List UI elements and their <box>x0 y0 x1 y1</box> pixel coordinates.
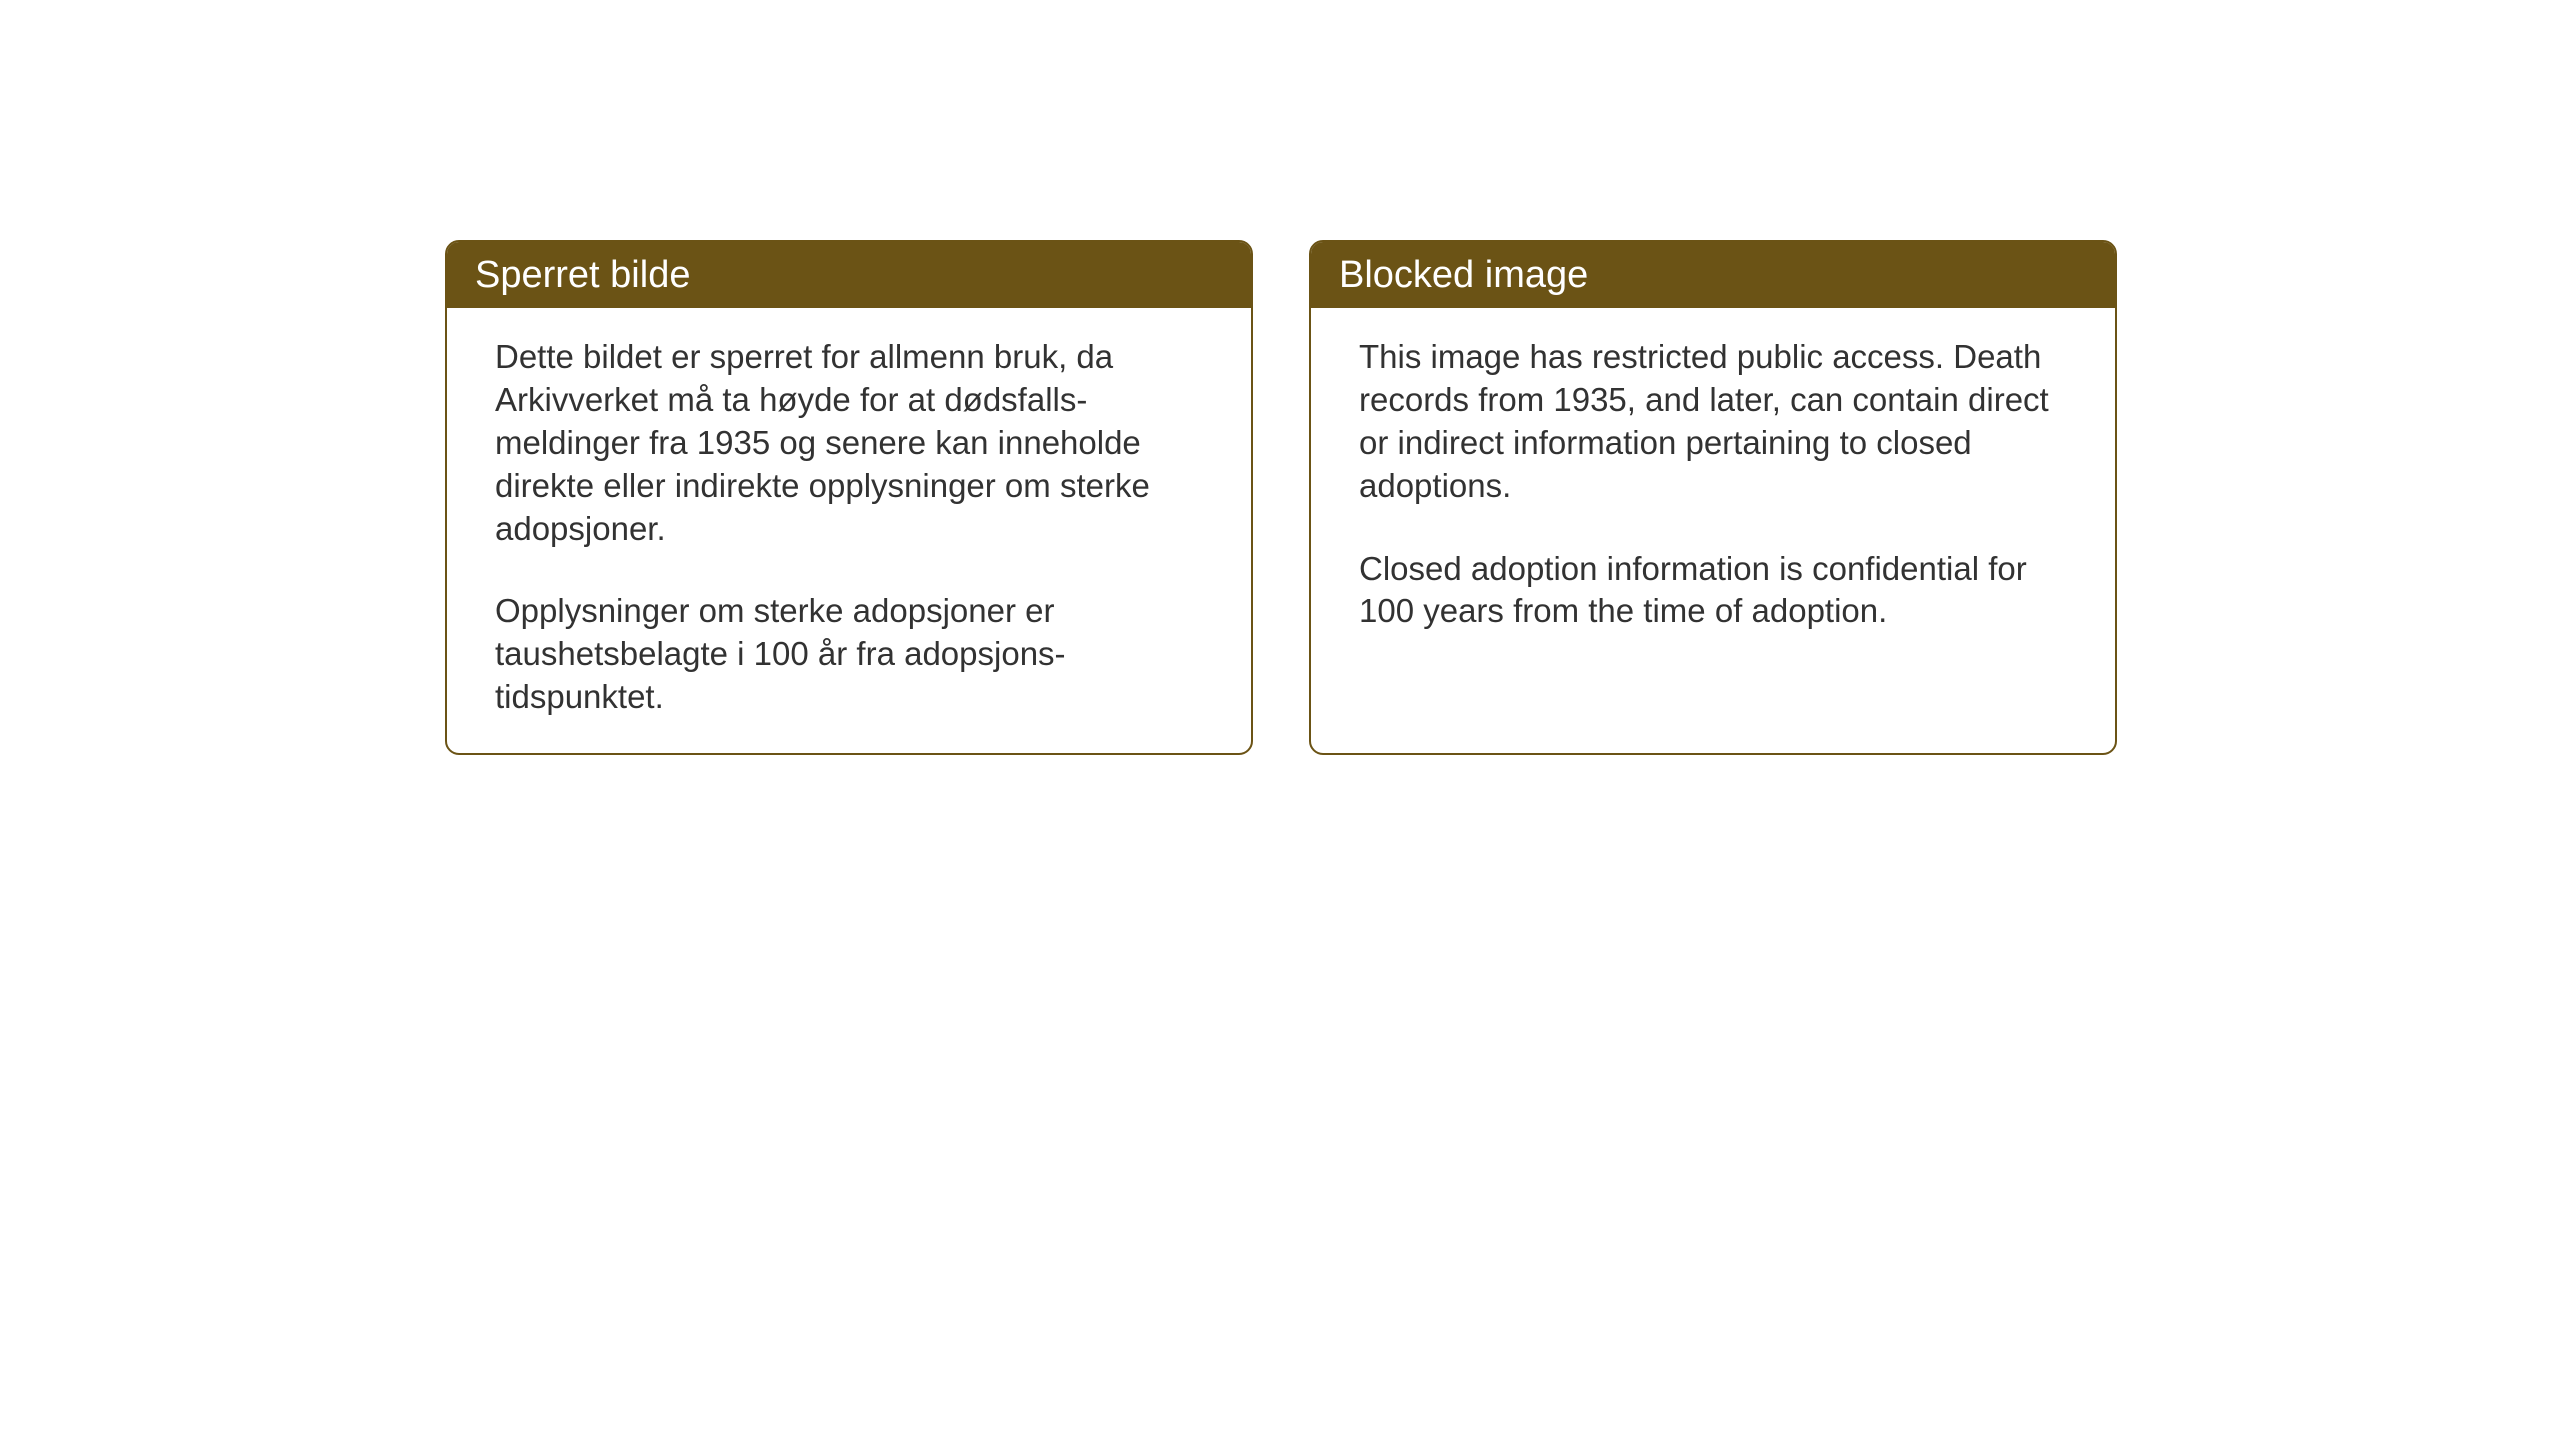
notice-paragraph-2-english: Closed adoption information is confident… <box>1359 548 2067 634</box>
notice-body-english: This image has restricted public access.… <box>1311 308 2115 667</box>
notice-card-english: Blocked image This image has restricted … <box>1309 240 2117 755</box>
notice-paragraph-1-english: This image has restricted public access.… <box>1359 336 2067 508</box>
notice-card-norwegian: Sperret bilde Dette bildet er sperret fo… <box>445 240 1253 755</box>
notice-title-english: Blocked image <box>1339 254 1588 296</box>
notice-header-norwegian: Sperret bilde <box>447 242 1251 308</box>
notice-paragraph-1-norwegian: Dette bildet er sperret for allmenn bruk… <box>495 336 1203 550</box>
notice-header-english: Blocked image <box>1311 242 2115 308</box>
notice-title-norwegian: Sperret bilde <box>475 254 690 296</box>
notice-body-norwegian: Dette bildet er sperret for allmenn bruk… <box>447 308 1251 753</box>
notice-paragraph-2-norwegian: Opplysninger om sterke adopsjoner er tau… <box>495 590 1203 719</box>
notice-container: Sperret bilde Dette bildet er sperret fo… <box>445 240 2117 755</box>
